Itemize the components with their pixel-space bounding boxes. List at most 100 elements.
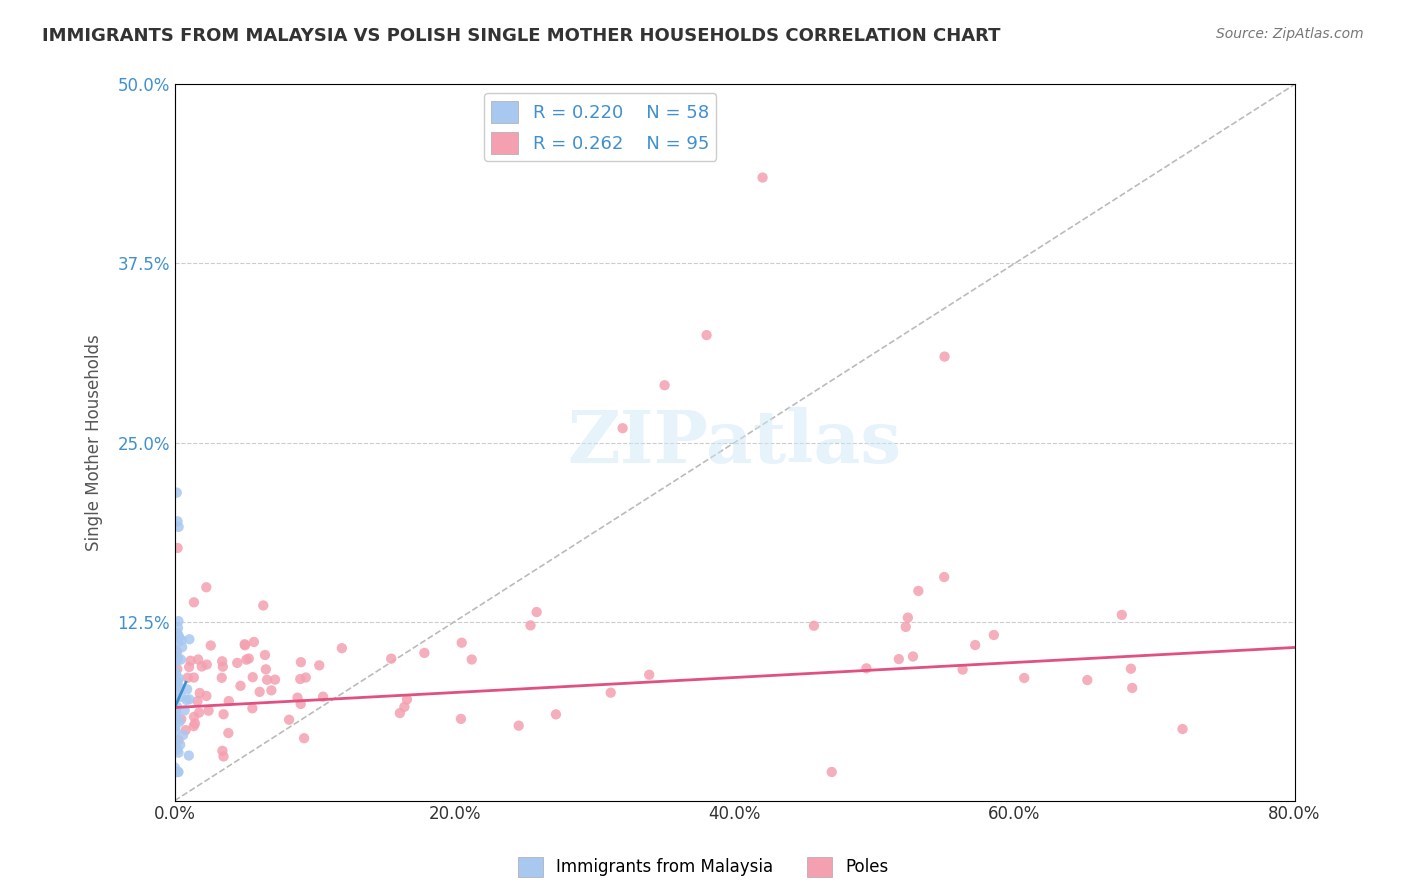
Poles <box>170 712 193 726</box>
Immigrants from Malaysia <box>165 683 187 698</box>
Immigrants from Malaysia <box>163 676 186 690</box>
Immigrants from Malaysia <box>163 761 186 775</box>
Poles <box>308 658 330 673</box>
Poles <box>195 689 218 703</box>
Poles <box>526 605 548 619</box>
Immigrants from Malaysia <box>179 632 201 647</box>
Immigrants from Malaysia <box>167 614 190 628</box>
Poles <box>253 648 276 662</box>
Y-axis label: Single Mother Households: Single Mother Households <box>86 334 103 551</box>
Poles <box>218 694 240 708</box>
Immigrants from Malaysia <box>169 681 191 695</box>
Poles <box>197 704 219 718</box>
Poles <box>519 618 541 632</box>
Immigrants from Malaysia <box>172 640 194 654</box>
Immigrants from Malaysia <box>166 674 188 689</box>
Text: IMMIGRANTS FROM MALAYSIA VS POLISH SINGLE MOTHER HOUSEHOLDS CORRELATION CHART: IMMIGRANTS FROM MALAYSIA VS POLISH SINGL… <box>42 27 1001 45</box>
Poles <box>1171 722 1194 736</box>
Poles <box>166 645 188 659</box>
Legend: Immigrants from Malaysia, Poles: Immigrants from Malaysia, Poles <box>512 850 894 884</box>
Immigrants from Malaysia <box>172 728 194 742</box>
Immigrants from Malaysia <box>166 653 188 667</box>
Poles <box>256 673 278 687</box>
Immigrants from Malaysia <box>165 719 187 733</box>
Immigrants from Malaysia <box>165 739 187 753</box>
Poles <box>450 636 472 650</box>
Poles <box>1076 673 1098 687</box>
Immigrants from Malaysia <box>165 723 187 738</box>
Poles <box>166 541 188 555</box>
Poles <box>187 652 209 666</box>
Poles <box>200 639 222 653</box>
Poles <box>751 170 773 185</box>
Poles <box>1119 662 1142 676</box>
Immigrants from Malaysia <box>166 514 188 528</box>
Immigrants from Malaysia <box>165 679 187 693</box>
Immigrants from Malaysia <box>170 633 193 648</box>
Immigrants from Malaysia <box>166 699 188 714</box>
Immigrants from Malaysia <box>179 692 201 706</box>
Poles <box>290 697 312 711</box>
Poles <box>166 662 188 676</box>
Poles <box>184 716 207 731</box>
Immigrants from Malaysia <box>167 520 190 534</box>
Poles <box>380 651 402 665</box>
Poles <box>508 719 530 733</box>
Poles <box>599 686 621 700</box>
Poles <box>654 378 676 392</box>
Immigrants from Malaysia <box>165 706 187 721</box>
Immigrants from Malaysia <box>165 654 187 668</box>
Immigrants from Malaysia <box>176 682 198 697</box>
Immigrants from Malaysia <box>167 621 190 635</box>
Poles <box>638 667 661 681</box>
Poles <box>217 726 239 740</box>
Poles <box>413 646 436 660</box>
Poles <box>188 706 211 720</box>
Immigrants from Malaysia <box>166 764 188 779</box>
Immigrants from Malaysia <box>166 626 188 640</box>
Immigrants from Malaysia <box>170 690 193 704</box>
Immigrants from Malaysia <box>169 714 191 729</box>
Immigrants from Malaysia <box>166 764 188 779</box>
Poles <box>180 654 202 668</box>
Poles <box>278 713 301 727</box>
Immigrants from Malaysia <box>173 703 195 717</box>
Poles <box>294 670 316 684</box>
Poles <box>544 707 567 722</box>
Poles <box>952 663 974 677</box>
Poles <box>254 662 277 676</box>
Poles <box>183 595 205 609</box>
Poles <box>855 661 877 675</box>
Immigrants from Malaysia <box>165 712 187 726</box>
Immigrants from Malaysia <box>166 634 188 648</box>
Immigrants from Malaysia <box>167 630 190 644</box>
Poles <box>238 651 260 665</box>
Immigrants from Malaysia <box>165 692 187 706</box>
Poles <box>212 749 235 764</box>
Poles <box>1111 607 1133 622</box>
Poles <box>190 659 212 673</box>
Immigrants from Malaysia <box>165 710 187 724</box>
Immigrants from Malaysia <box>163 704 186 718</box>
Immigrants from Malaysia <box>166 485 188 500</box>
Poles <box>901 649 924 664</box>
Immigrants from Malaysia <box>176 693 198 707</box>
Poles <box>179 660 201 674</box>
Poles <box>907 583 929 598</box>
Text: ZIPatlas: ZIPatlas <box>568 407 901 478</box>
Immigrants from Malaysia <box>167 746 190 760</box>
Poles <box>242 670 264 684</box>
Poles <box>211 671 233 685</box>
Poles <box>186 694 208 708</box>
Immigrants from Malaysia <box>163 713 186 727</box>
Legend: R = 0.220    N = 58, R = 0.262    N = 95: R = 0.220 N = 58, R = 0.262 N = 95 <box>484 94 717 161</box>
Poles <box>894 620 917 634</box>
Poles <box>195 580 218 594</box>
Poles <box>183 671 205 685</box>
Poles <box>174 723 197 738</box>
Poles <box>233 638 256 652</box>
Immigrants from Malaysia <box>165 666 187 681</box>
Poles <box>330 641 353 656</box>
Text: Source: ZipAtlas.com: Source: ZipAtlas.com <box>1216 27 1364 41</box>
Poles <box>183 710 205 724</box>
